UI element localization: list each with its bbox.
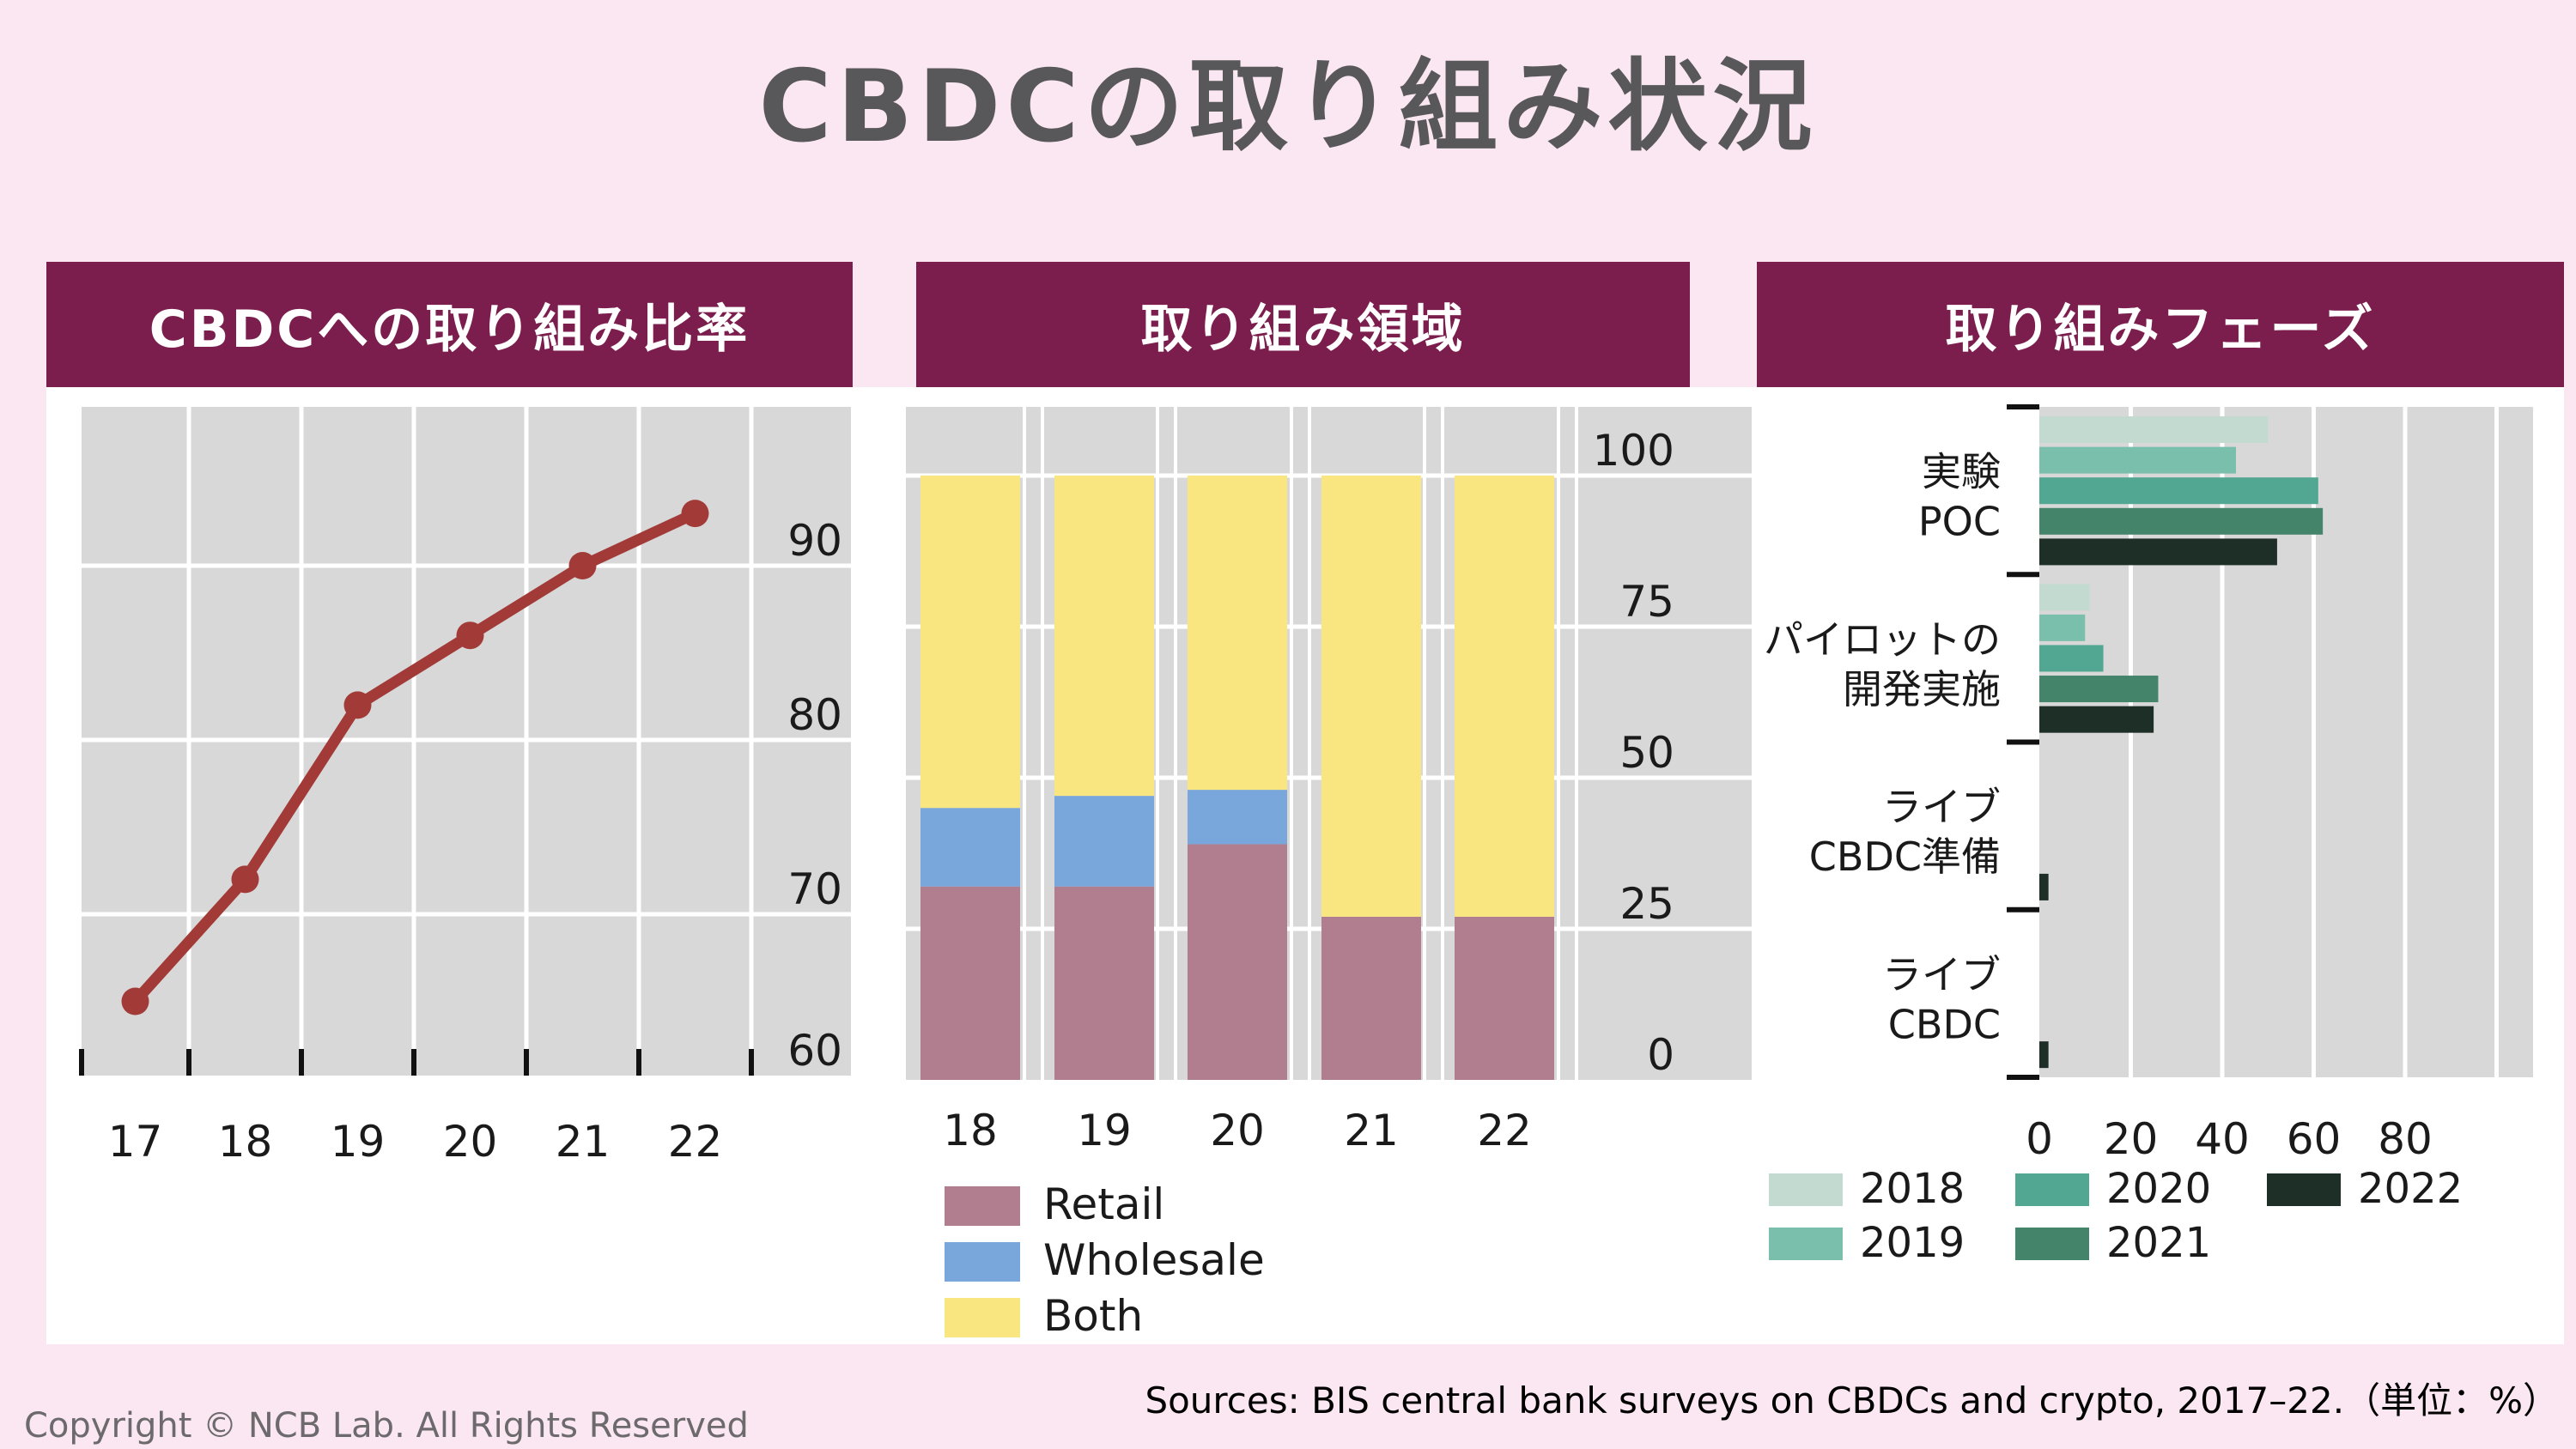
- panel-header-engagement-ratio-label: CBDCへの取り組み比率: [149, 299, 750, 360]
- x-axis-label: 17: [108, 1117, 163, 1167]
- phase-chart-plot-area: [2039, 407, 2533, 1077]
- page-title: CBDCの取り組み状況: [758, 49, 1818, 165]
- phase-bar-2022: [2039, 538, 2277, 566]
- y-axis-label: 75: [1619, 577, 1674, 627]
- category-label: ライブ: [1882, 784, 2001, 830]
- y-axis-label: 80: [787, 690, 842, 740]
- y-axis-label: 50: [1619, 728, 1674, 778]
- y-axis-label: 25: [1619, 879, 1674, 929]
- x-axis-label: 22: [1477, 1106, 1532, 1155]
- panel-header-work-area-label: 取り組み領域: [1140, 299, 1466, 360]
- panel-header-work-area: 取り組み領域: [916, 262, 1690, 387]
- y-axis-label: 70: [787, 864, 842, 914]
- x-axis-label: 18: [943, 1106, 998, 1155]
- data-point-marker: [456, 621, 484, 650]
- stacked-bar-segment-wholesale: [920, 808, 1020, 887]
- phase-bar-2018: [2039, 584, 2090, 611]
- source-note: Sources: BIS central bank surveys on CBD…: [1145, 1379, 2559, 1422]
- stacked-bar-segment-retail: [1321, 916, 1421, 1080]
- legend-label: 2021: [2106, 1219, 2211, 1267]
- category-label: CBDC: [1888, 1001, 2001, 1047]
- legend-swatch-2019: [1769, 1228, 1843, 1260]
- stacked-bar-segment-both: [1054, 476, 1154, 797]
- legend-label: 2020: [2106, 1165, 2211, 1213]
- x-axis-label: 21: [556, 1117, 611, 1167]
- x-axis-label: 20: [443, 1117, 498, 1167]
- stacked-bar-segment-both: [1321, 476, 1421, 917]
- legend-label: 2018: [1860, 1165, 1965, 1213]
- phase-bar-2018: [2039, 416, 2269, 443]
- legend-swatch-2018: [1769, 1173, 1843, 1206]
- legend-swatch-2022: [2267, 1173, 2341, 1206]
- phase-bar-2019: [2039, 614, 2086, 641]
- data-point-marker: [568, 552, 597, 579]
- x-axis-label: 0: [2026, 1114, 2053, 1164]
- x-axis-label: 18: [218, 1117, 273, 1167]
- stacked-bar-segment-both: [1188, 476, 1287, 791]
- category-label: CBDC準備: [1809, 834, 2001, 880]
- x-axis-label: 22: [668, 1117, 723, 1167]
- x-axis-label: 60: [2287, 1114, 2342, 1164]
- legend-swatch-both: [945, 1298, 1020, 1337]
- phase-bar-2021: [2039, 507, 2324, 535]
- x-axis-label: 19: [1077, 1106, 1132, 1155]
- data-point-marker: [121, 987, 149, 1016]
- data-point-marker: [681, 500, 709, 528]
- x-axis-label: 19: [331, 1117, 386, 1167]
- x-axis-label: 20: [2104, 1114, 2159, 1164]
- phase-bar-2022: [2039, 873, 2049, 900]
- phase-bar-2019: [2039, 446, 2236, 474]
- x-axis-label: 40: [2195, 1114, 2250, 1164]
- phase-bar-2022: [2039, 1041, 2049, 1069]
- line-series: [131, 508, 698, 1005]
- y-axis-label: 60: [787, 1026, 842, 1076]
- stacked-bar-segment-retail: [1188, 844, 1287, 1080]
- stacked-bar-segment-both: [1455, 476, 1554, 917]
- category-label: パイロットの: [1764, 616, 2001, 663]
- data-point-marker: [343, 691, 372, 719]
- copyright-note: Copyright © NCB Lab. All Rights Reserved: [24, 1406, 749, 1446]
- stacked-bar-segment-retail: [1455, 916, 1554, 1080]
- category-label: ライブ: [1882, 951, 2001, 997]
- stacked-bar-segment-wholesale: [1054, 796, 1154, 887]
- y-axis-label: 90: [787, 516, 842, 566]
- legend-swatch-retail: [945, 1186, 1020, 1226]
- phase-bar-2020: [2039, 477, 2318, 505]
- category-label: 実験: [1922, 449, 2001, 495]
- x-axis-label: 20: [1210, 1106, 1265, 1155]
- panel-header-phase-label: 取り組みフェーズ: [1945, 299, 2376, 360]
- phase-bar-2021: [2039, 676, 2159, 703]
- y-axis-label: 100: [1593, 426, 1674, 476]
- stacked-bar-segment-retail: [1054, 886, 1154, 1080]
- legend-label: Retail: [1043, 1179, 1164, 1229]
- x-axis-label: 80: [2378, 1114, 2433, 1164]
- stacked-bar-segment-both: [920, 476, 1020, 809]
- phase-bar-2020: [2039, 645, 2104, 672]
- legend-swatch-wholesale: [945, 1242, 1020, 1282]
- legend-label: 2019: [1860, 1219, 1965, 1267]
- stacked-bar-segment-wholesale: [1188, 790, 1287, 845]
- panel-header-phase: 取り組みフェーズ: [1757, 262, 2564, 387]
- legend-label: Both: [1043, 1291, 1143, 1341]
- legend-swatch-2021: [2015, 1228, 2089, 1260]
- legend-swatch-2020: [2015, 1173, 2089, 1206]
- phase-bar-2022: [2039, 706, 2154, 733]
- data-point-marker: [231, 865, 259, 894]
- panel-header-engagement-ratio: CBDCへの取り組み比率: [46, 262, 853, 387]
- y-axis-label: 0: [1647, 1030, 1674, 1080]
- x-axis-label: 21: [1344, 1106, 1399, 1155]
- category-label: 開発実施: [1843, 666, 2001, 712]
- legend-label: Wholesale: [1043, 1235, 1265, 1285]
- category-label: POC: [1918, 499, 2001, 545]
- legend-label: 2022: [2358, 1165, 2463, 1213]
- stacked-bar-segment-retail: [920, 886, 1020, 1080]
